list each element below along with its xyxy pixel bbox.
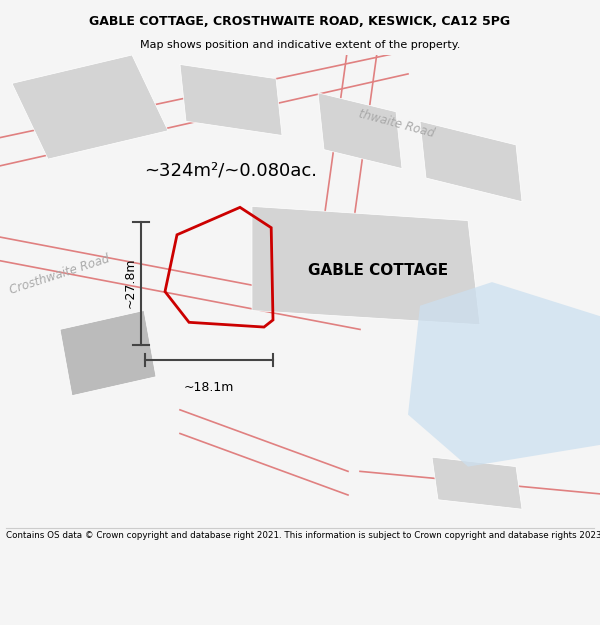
Text: Contains OS data © Crown copyright and database right 2021. This information is : Contains OS data © Crown copyright and d… xyxy=(6,531,600,540)
Text: GABLE COTTAGE: GABLE COTTAGE xyxy=(308,262,448,278)
Text: ~18.1m: ~18.1m xyxy=(184,381,234,394)
Text: ~324m²/~0.080ac.: ~324m²/~0.080ac. xyxy=(144,162,317,180)
Polygon shape xyxy=(432,457,522,509)
Text: GABLE COTTAGE, CROSTHWAITE ROAD, KESWICK, CA12 5PG: GABLE COTTAGE, CROSTHWAITE ROAD, KESWICK… xyxy=(89,16,511,28)
Polygon shape xyxy=(12,55,168,159)
Polygon shape xyxy=(318,93,402,169)
Polygon shape xyxy=(252,206,480,324)
Polygon shape xyxy=(420,121,522,202)
Text: Map shows position and indicative extent of the property.: Map shows position and indicative extent… xyxy=(140,39,460,49)
Polygon shape xyxy=(60,311,156,396)
Text: Crosthwaite Road: Crosthwaite Road xyxy=(8,253,112,298)
Text: ~27.8m: ~27.8m xyxy=(124,258,137,308)
Polygon shape xyxy=(180,64,282,136)
Text: thwaite Road: thwaite Road xyxy=(357,107,436,140)
Polygon shape xyxy=(408,282,600,467)
